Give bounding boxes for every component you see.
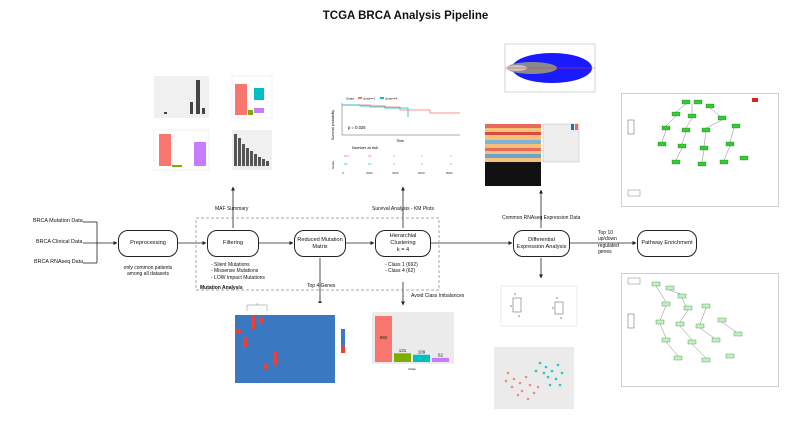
node-label: Hierarchial Clustering <box>389 233 417 246</box>
cluster-classes: - Class 1 (692) - Class 4 (62) <box>385 262 418 275</box>
km-pvalue: p = 0.026 <box>348 125 366 130</box>
class-bar-value: 131 <box>399 348 407 353</box>
expression-heatmap <box>483 118 583 190</box>
node-filtering[interactable]: Filtering <box>207 230 259 257</box>
km-legend-title: Strata <box>346 97 354 101</box>
km-curve-1 <box>342 104 460 114</box>
km-plot-svg: Survival probability Strata cluster=1 cl… <box>331 97 460 175</box>
km-strata-label: Strata <box>331 161 335 169</box>
class-bar-chart: Class 692 131 109 62 <box>368 310 466 372</box>
svg-text:8000: 8000 <box>446 171 453 175</box>
survival-label: Survival Analysis - KM Plots <box>372 206 434 212</box>
node-label: Filtering <box>223 240 243 246</box>
svg-text:62: 62 <box>344 162 348 166</box>
class-bar-value: 692 <box>380 335 388 340</box>
svg-text:0: 0 <box>421 162 423 166</box>
node-clustering[interactable]: Hierarchial Clustering k = 4 <box>375 230 431 257</box>
ma-plot <box>497 42 597 102</box>
pca-scatter-svg <box>494 347 574 409</box>
class-bar-chart-svg: Class 692 131 109 62 <box>372 312 454 371</box>
class-bar <box>394 353 411 362</box>
risk-row-4: 62 10 0 0 0 <box>344 162 452 166</box>
km-legend-2: cluster=4 <box>385 97 398 101</box>
km-legend-1: cluster=1 <box>363 97 376 101</box>
input-mutation-data: BRCA Mutation Data <box>33 218 83 224</box>
km-plot: Survival probability Strata cluster=1 cl… <box>330 95 470 180</box>
svg-text:0: 0 <box>450 162 452 166</box>
svg-text:2000: 2000 <box>366 171 373 175</box>
pathway-map-2-svg <box>627 277 743 363</box>
km-xlabel: Time <box>396 139 404 143</box>
pathway-map-1 <box>621 93 779 207</box>
filter-note: - Missense Mutations <box>211 268 259 275</box>
maf-summary-label: MAF Summary <box>215 206 249 212</box>
node-pathway[interactable]: Pathway Enrichment <box>637 230 697 257</box>
svg-text:1: 1 <box>421 154 423 158</box>
svg-text:66: 66 <box>368 154 372 158</box>
node-reduced-matrix[interactable]: Reduced Mutation Matrix <box>294 230 346 257</box>
class-bar <box>375 316 392 362</box>
maf-summary-plots <box>153 75 273 171</box>
class-bar-xlabel: Class <box>408 367 416 371</box>
page-title: TCGA BRCA Analysis Pipeline <box>322 10 489 22</box>
mutation-analysis-group <box>195 217 440 291</box>
preprocessing-note: only common patients among all datasets <box>123 265 173 278</box>
svg-text:0: 0 <box>342 171 344 175</box>
node-label: Pathway Enrichment <box>641 240 693 246</box>
input-clinical-data: BRCA Clinical Data <box>36 239 83 245</box>
oncoplot-svg <box>235 303 345 383</box>
svg-text:0: 0 <box>450 154 452 158</box>
km-ylabel: Survival probability <box>331 110 335 140</box>
risk-row-1: 692 66 9 1 0 <box>344 154 452 158</box>
svg-text:6000: 6000 <box>418 171 425 175</box>
svg-text:9: 9 <box>393 154 395 158</box>
filter-note: - LOW Impact Mutations <box>211 274 265 281</box>
input-rnaseq-data: BRCA RNAseq Data <box>34 259 84 265</box>
top-genes-label: Top 10 up/down regulated genes <box>598 230 619 255</box>
pca-scatter <box>488 343 584 415</box>
pathway-map-1-svg <box>627 98 758 197</box>
top4-label: Top 4 Genes <box>307 283 336 289</box>
class-bar-value: 109 <box>418 349 426 354</box>
ma-plot-svg <box>504 43 596 93</box>
filter-note: - Silent Mutations <box>211 262 250 268</box>
gene-boxplot-svg <box>500 285 578 327</box>
km-curve-4 <box>342 104 409 117</box>
mutation-analysis-title: Mutation Analysis <box>200 285 243 291</box>
node-label: Differential Expression Analysis <box>516 236 567 250</box>
svg-text:10: 10 <box>368 162 372 166</box>
svg-text:0: 0 <box>393 162 395 166</box>
maf-summary-panel <box>144 72 274 174</box>
avoid-imbalance-label: Avoid Class Imbalances <box>411 293 465 299</box>
oncoplot-dendrogram <box>246 303 268 311</box>
pathway-map-2 <box>621 273 779 387</box>
km-x-ticks: 0 2000 4000 6000 8000 <box>342 171 453 175</box>
km-risk-title: Number at risk <box>352 145 378 150</box>
class-note: - Class 1 (692) <box>385 262 418 268</box>
filtering-notes: - Silent Mutations - Missense Mutations … <box>211 262 265 281</box>
node-label: Preprocessing <box>130 240 166 246</box>
common-rnaseq-label: Common RNAseq Expression Data <box>502 215 581 221</box>
node-preprocessing[interactable]: Preprocessing <box>118 230 178 257</box>
class-bar <box>432 357 449 362</box>
svg-text:692: 692 <box>344 154 349 158</box>
gene-boxplot <box>493 278 581 333</box>
class-bar <box>413 354 430 362</box>
expression-heatmap-svg <box>485 123 580 186</box>
class-note: - Class 4 (62) <box>385 268 416 275</box>
oncoplot <box>225 303 355 385</box>
svg-text:4000: 4000 <box>392 171 399 175</box>
node-label: Reduced Mutation Matrix <box>297 236 343 250</box>
node-dea[interactable]: Differential Expression Analysis <box>513 230 570 257</box>
node-label-k: k = 4 <box>396 246 410 253</box>
class-bar-value: 62 <box>438 352 444 357</box>
